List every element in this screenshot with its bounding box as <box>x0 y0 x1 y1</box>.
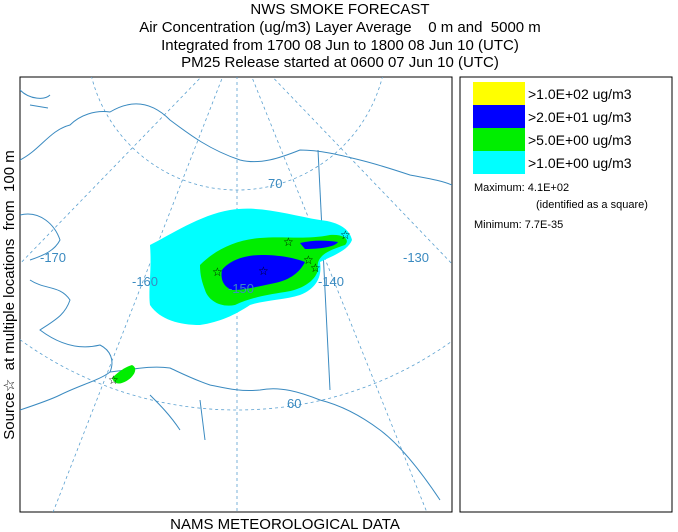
coastline <box>20 89 452 501</box>
map-label: -170 <box>40 250 66 265</box>
title: NWS SMOKE FORECAST <box>250 1 429 18</box>
source-marker: ☆ <box>340 228 351 242</box>
legend-label: >5.0E+00 ug/m3 <box>528 132 632 148</box>
subtitle: Air Concentration (ug/m3) Layer Average … <box>139 19 541 36</box>
legend-label: >1.0E+00 ug/m3 <box>528 155 632 171</box>
legend-swatch <box>473 151 525 174</box>
map-label: 60 <box>287 396 301 411</box>
source-marker: ☆ <box>310 261 321 275</box>
source-marker: ☆ <box>258 264 269 278</box>
minimum: Minimum: 7.7E-35 <box>474 219 563 231</box>
legend: >1.0E+02 ug/m3 >2.0E+01 ug/m3 >5.0E+00 ug/… <box>473 82 632 174</box>
subtitle: Integrated from 1700 08 Jun to 1800 08 J… <box>161 37 519 54</box>
map-label: 70 <box>268 176 282 191</box>
footer: NAMS METEOROLOGICAL DATA <box>170 516 400 532</box>
smoke-plume <box>112 208 352 384</box>
legend-swatch <box>473 105 525 128</box>
side-label: Source☆ at multiple locations from 100 m <box>1 150 18 439</box>
map: ☆ ☆ ☆ ☆ ☆ ☆ ☆ -170 -160 -150 -140 -130 7… <box>20 77 452 512</box>
source-markers: ☆ ☆ ☆ ☆ ☆ ☆ ☆ <box>108 228 351 387</box>
maximum-note: (identified as a square) <box>536 199 648 211</box>
legend-label: >1.0E+02 ug/m3 <box>528 86 632 102</box>
source-marker: ☆ <box>303 253 314 267</box>
map-label: -140 <box>318 274 344 289</box>
map-label: -150 <box>228 281 254 296</box>
source-marker: ☆ <box>108 373 119 387</box>
subtitle: PM25 Release started at 0600 07 Jun 10 (… <box>181 54 499 71</box>
legend-swatch <box>473 128 525 151</box>
map-label: -160 <box>132 274 158 289</box>
source-marker: ☆ <box>212 265 223 279</box>
map-label: -130 <box>403 250 429 265</box>
maximum: Maximum: 4.1E+02 <box>474 182 569 194</box>
source-marker: ☆ <box>283 235 294 249</box>
legend-swatch <box>473 82 525 105</box>
legend-label: >2.0E+01 ug/m3 <box>528 109 632 125</box>
